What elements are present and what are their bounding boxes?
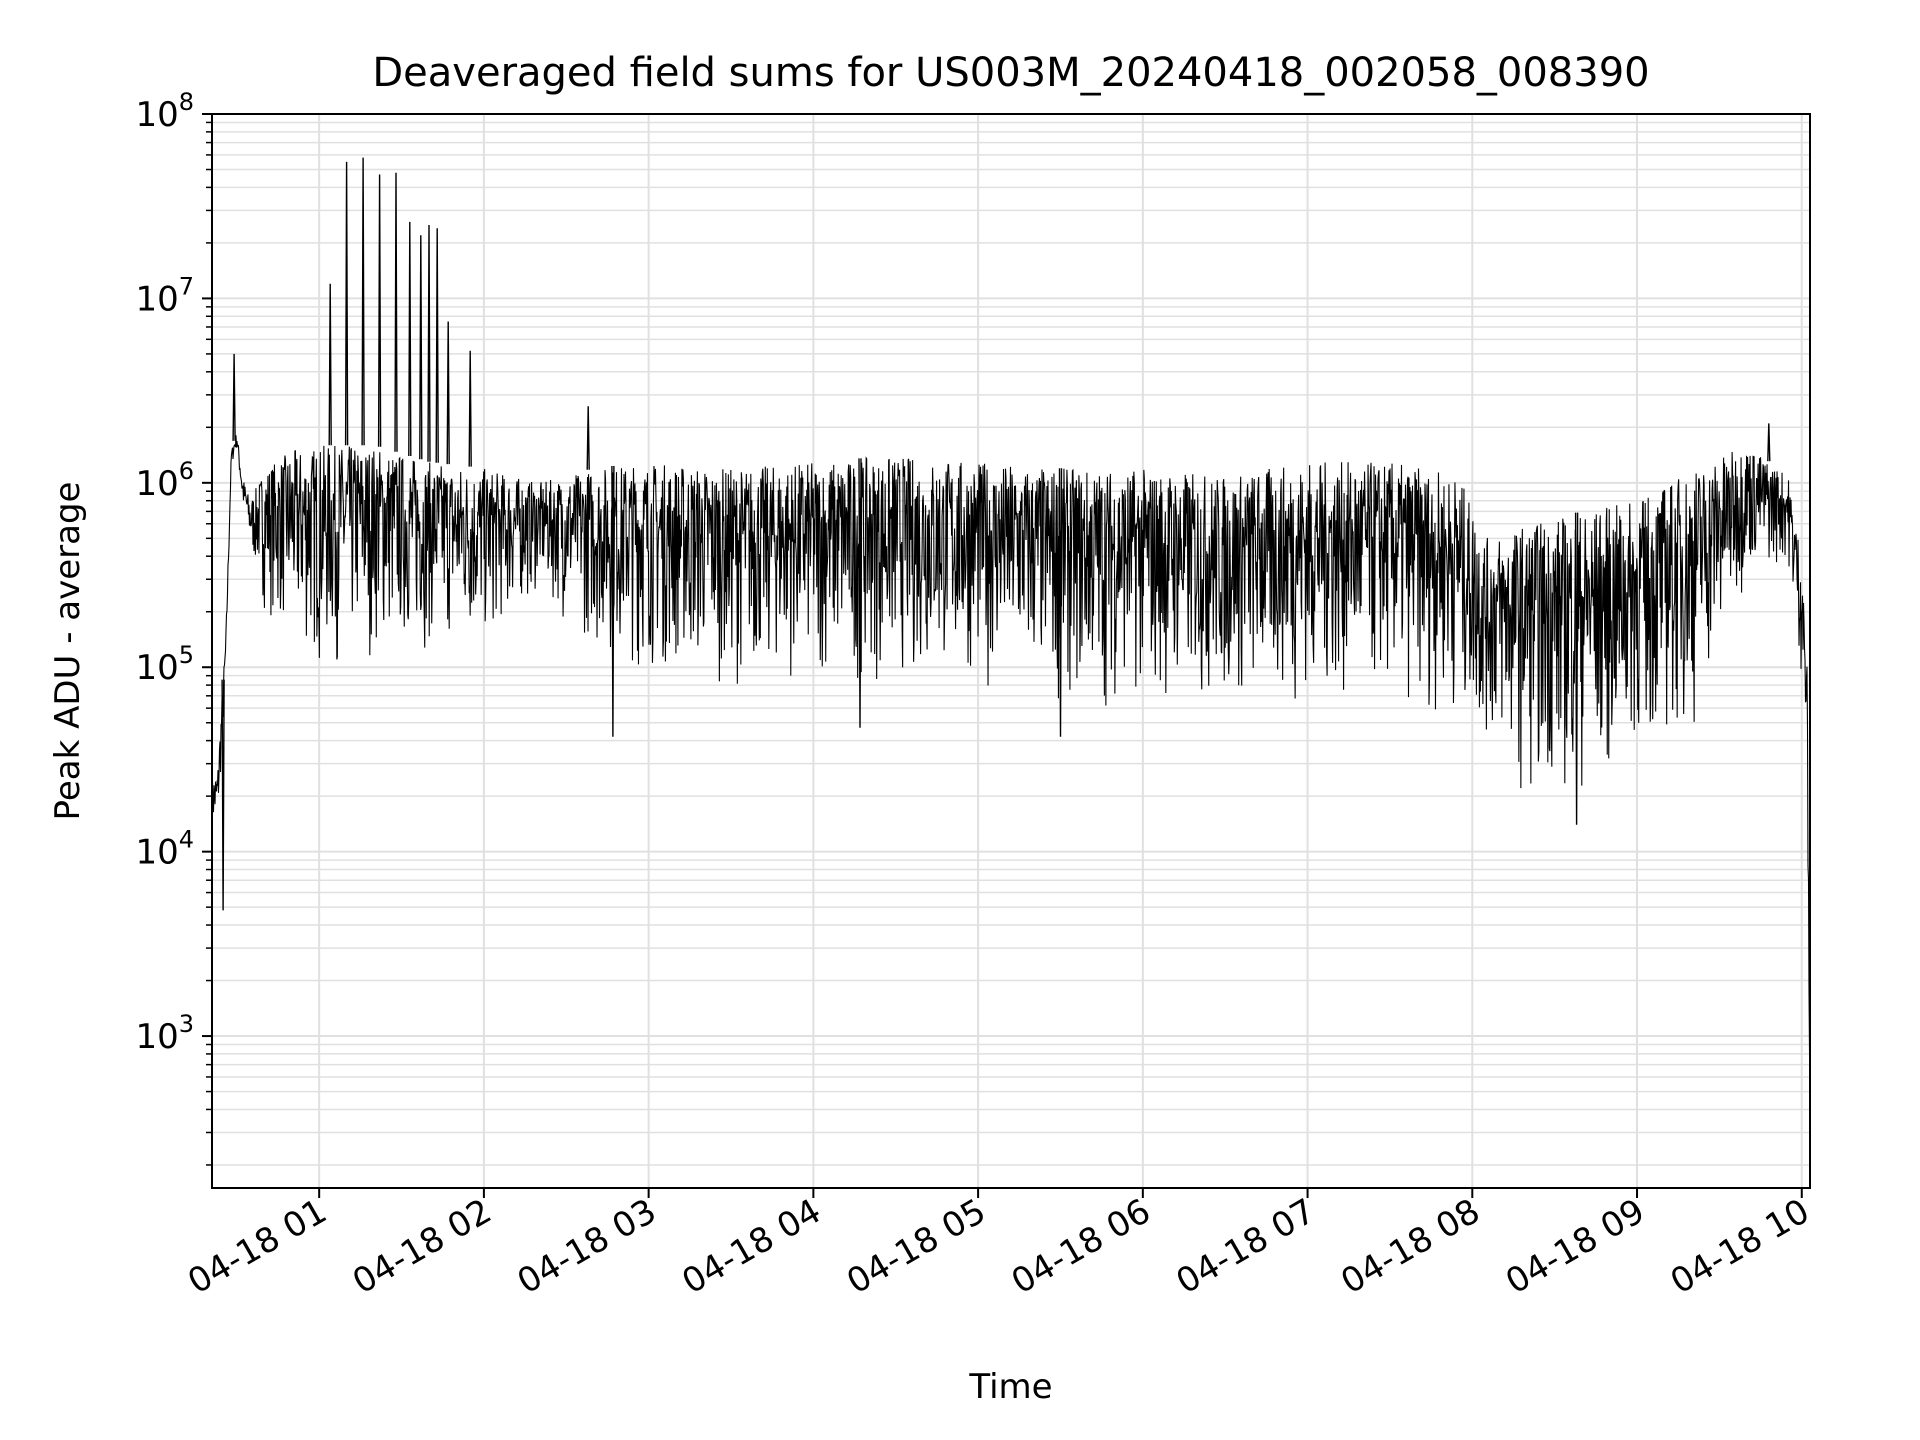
y-tick-label-base: 10 (135, 95, 178, 135)
y-tick-label: 108 (135, 88, 194, 135)
series-excursion (344, 161, 349, 446)
y-tick-label-exponent: 5 (179, 641, 194, 669)
series-excursion (586, 406, 590, 470)
series-path (211, 435, 1811, 1133)
series-excursion (427, 224, 431, 462)
series-excursion (1767, 423, 1771, 462)
y-tick-label-exponent: 4 (179, 826, 194, 854)
series-excursion (394, 172, 398, 452)
y-tick-label: 106 (135, 457, 194, 504)
series-excursion (408, 221, 412, 457)
y-tick-label-exponent: 3 (179, 1010, 194, 1038)
y-tick-label: 104 (135, 826, 194, 873)
series-excursion (446, 321, 450, 465)
series-line (211, 157, 1811, 1133)
series-excursion (419, 235, 423, 460)
series-excursion (232, 353, 236, 441)
y-tick-label-base: 10 (135, 464, 178, 504)
series-excursion (221, 679, 225, 911)
plot-frame (211, 113, 1811, 1189)
series-excursion (328, 283, 332, 446)
series-excursion (611, 465, 615, 737)
y-tick-label-exponent: 7 (179, 272, 194, 300)
series-excursion (858, 458, 862, 728)
y-tick-label-base: 10 (135, 648, 178, 688)
series-excursion (361, 157, 365, 446)
series-excursion (1058, 468, 1063, 737)
y-tick-label: 107 (135, 272, 194, 319)
y-tick-label-base: 10 (135, 833, 178, 873)
chart-title: Deaveraged field sums for US003M_2024041… (372, 50, 1649, 96)
x-axis-label: Time (968, 1367, 1052, 1407)
y-axis-label: Peak ADU - average (48, 482, 88, 821)
y-tick-label-exponent: 6 (179, 457, 194, 485)
y-tick-label-base: 10 (135, 1017, 178, 1057)
y-tick-label: 105 (135, 641, 194, 688)
series-excursion (377, 174, 382, 447)
y-tick-label: 103 (135, 1010, 194, 1057)
minor-gridlines (212, 121, 1810, 1166)
y-tick-label-base: 10 (135, 279, 178, 319)
series-excursion (468, 350, 472, 467)
y-tick-label-exponent: 8 (179, 88, 194, 116)
series-excursion (1574, 512, 1579, 825)
series-excursion (435, 228, 439, 463)
